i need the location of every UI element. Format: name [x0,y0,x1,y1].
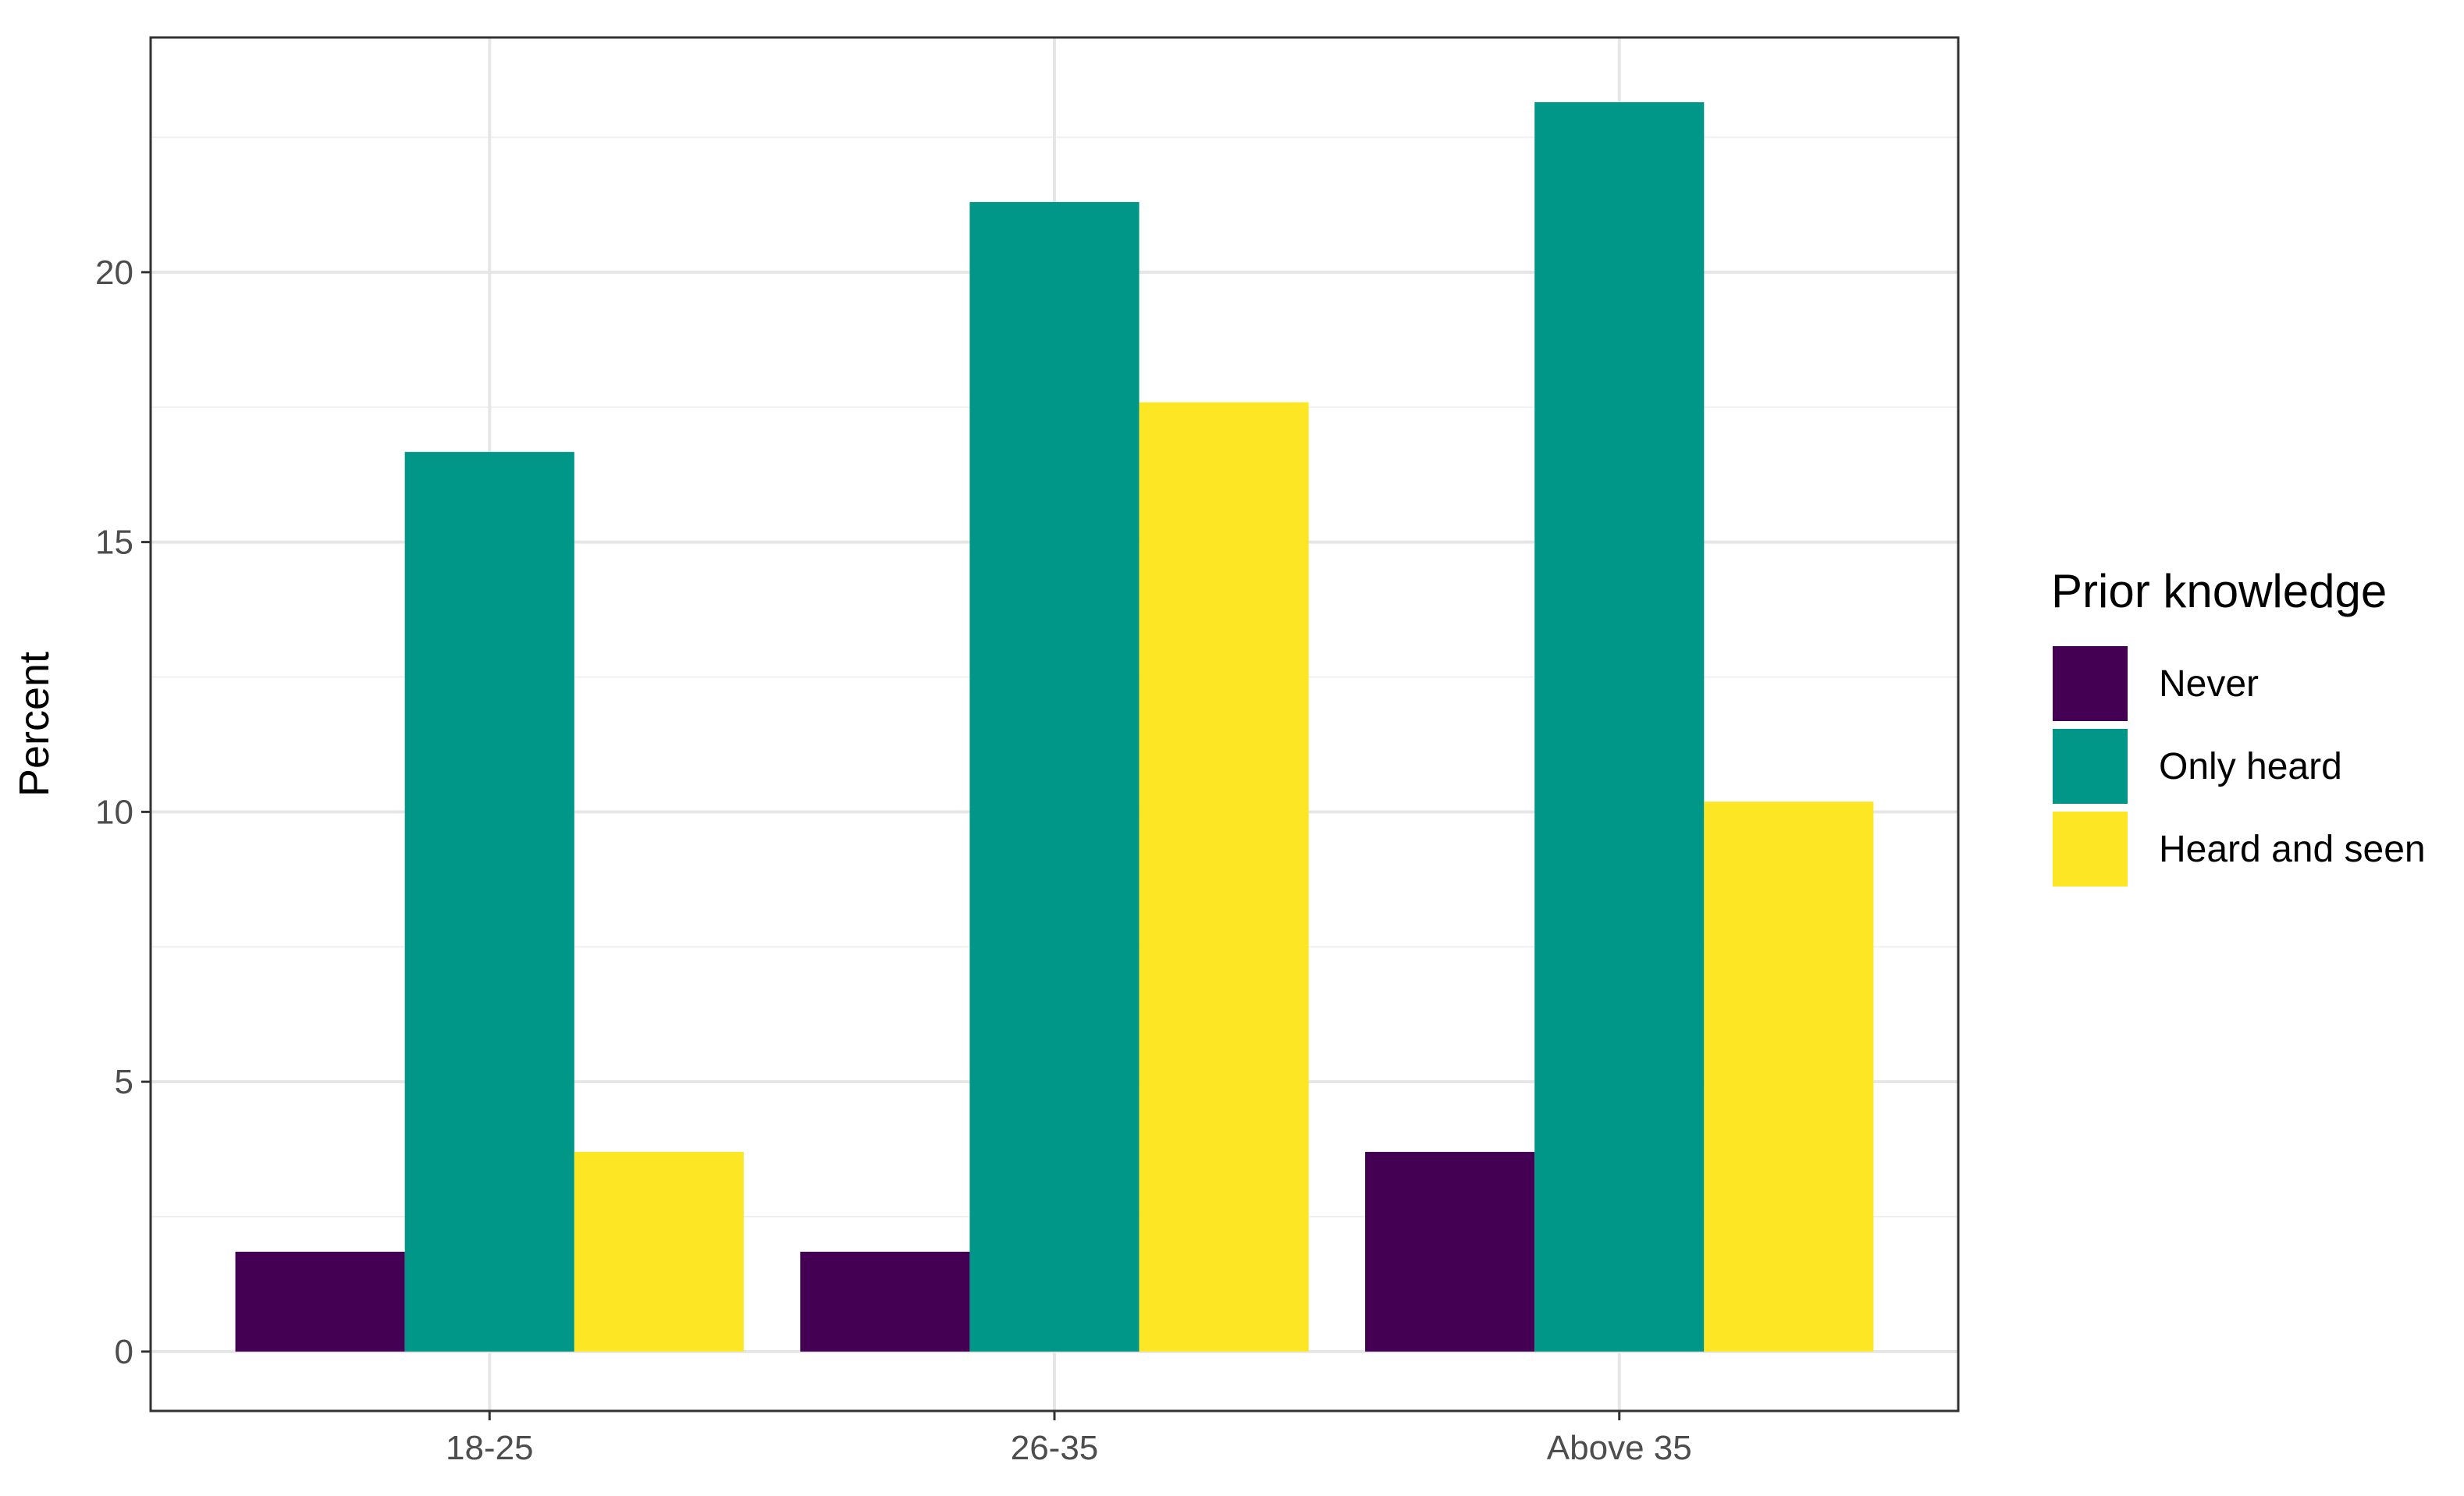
x-tick-label: 26-35 [1011,1429,1099,1467]
legend-key [2050,643,2131,724]
legend-title: Prior knowledge [2051,565,2387,617]
y-tick-label: 20 [95,254,133,292]
y-axis-title: Percent [11,652,58,797]
legend-label: Only heard [2159,746,2342,787]
bar [574,1152,744,1352]
legend-label: Never [2159,663,2259,705]
bar [1139,402,1309,1352]
legend: Prior knowledge Never Only heard Heard and… [2050,565,2426,890]
legend-key [2050,726,2131,807]
y-tick-label: 5 [115,1063,133,1101]
legend-label: Heard and seen [2159,829,2426,870]
bars [235,101,1874,1352]
y-axis: 0 5 10 15 20 [95,254,151,1371]
bar [1534,101,1705,1352]
x-axis: 18-25 26-35 Above 35 [446,1411,1692,1467]
bar [800,1251,970,1352]
legend-key [2050,808,2131,890]
x-tick-label: Above 35 [1547,1429,1692,1467]
bar [1365,1152,1535,1352]
y-tick-label: 10 [95,793,133,831]
bar [1704,801,1874,1352]
y-tick-label: 15 [95,524,133,562]
bar [404,452,574,1352]
y-tick-label: 0 [115,1333,133,1371]
bar [969,201,1140,1352]
x-tick-label: 18-25 [446,1429,534,1467]
bar [235,1251,405,1352]
